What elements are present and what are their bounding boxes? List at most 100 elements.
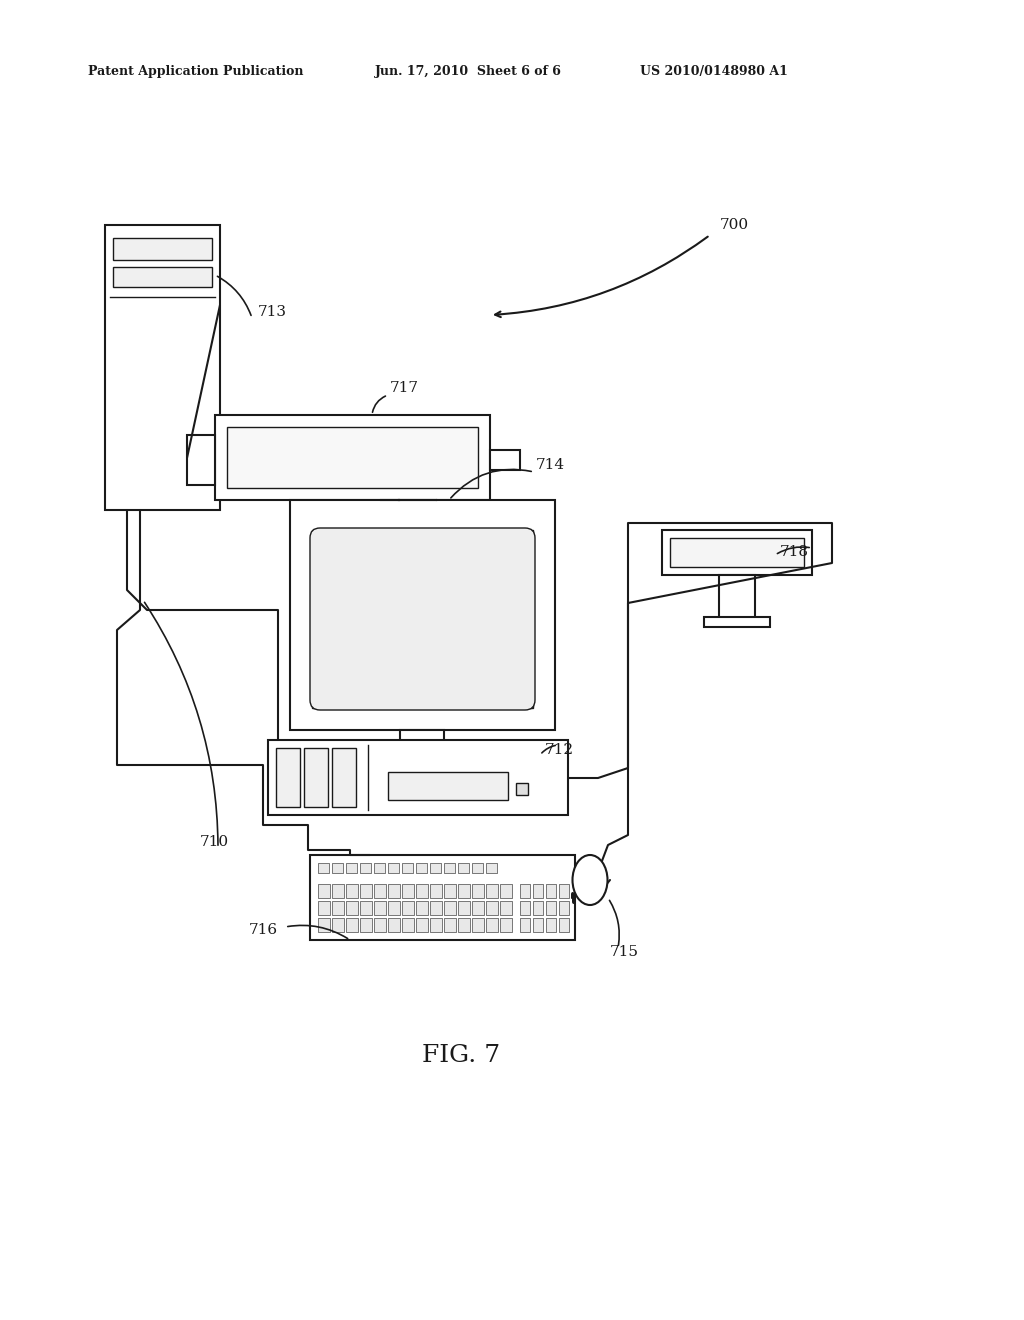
Bar	[520, 884, 530, 898]
Bar	[332, 902, 344, 915]
Text: 700: 700	[720, 218, 750, 232]
Bar	[546, 917, 556, 932]
Bar	[472, 902, 484, 915]
Bar	[430, 863, 441, 873]
Bar	[346, 917, 358, 932]
Bar	[546, 884, 556, 898]
Bar	[374, 902, 386, 915]
Bar	[105, 224, 220, 510]
Bar	[360, 884, 372, 898]
Bar	[318, 917, 330, 932]
Text: Jun. 17, 2010  Sheet 6 of 6: Jun. 17, 2010 Sheet 6 of 6	[375, 66, 562, 78]
Bar	[312, 531, 534, 708]
Ellipse shape	[572, 855, 607, 906]
Bar	[388, 917, 400, 932]
Bar	[559, 917, 569, 932]
Bar	[500, 917, 512, 932]
Bar	[444, 863, 455, 873]
Bar	[500, 902, 512, 915]
Text: 715: 715	[610, 945, 639, 960]
Bar	[472, 884, 484, 898]
Bar	[534, 884, 543, 898]
Bar	[400, 730, 444, 758]
Bar	[472, 917, 484, 932]
Bar	[374, 863, 385, 873]
Bar	[360, 917, 372, 932]
Bar	[332, 917, 344, 932]
Bar	[374, 917, 386, 932]
Bar	[388, 884, 400, 898]
Bar	[360, 902, 372, 915]
Bar	[416, 902, 428, 915]
Text: 712: 712	[545, 743, 574, 756]
Bar	[346, 863, 357, 873]
Bar	[310, 855, 575, 940]
Bar	[276, 748, 300, 807]
Bar	[444, 884, 456, 898]
Bar	[500, 884, 512, 898]
Bar	[416, 917, 428, 932]
Bar	[113, 238, 212, 260]
Bar	[444, 902, 456, 915]
Bar	[458, 884, 470, 898]
Text: US 2010/0148980 A1: US 2010/0148980 A1	[640, 66, 787, 78]
Bar	[486, 884, 498, 898]
Bar	[332, 884, 344, 898]
Bar	[416, 863, 427, 873]
Text: 716: 716	[249, 923, 278, 937]
Bar	[430, 902, 442, 915]
Bar	[430, 884, 442, 898]
Bar	[227, 426, 478, 488]
Bar	[388, 863, 399, 873]
Bar	[458, 863, 469, 873]
Text: 710: 710	[200, 836, 229, 849]
Text: 718: 718	[780, 545, 809, 558]
Bar	[113, 267, 212, 286]
Bar	[705, 616, 770, 627]
Bar	[486, 863, 497, 873]
Bar	[559, 902, 569, 915]
Text: FIG. 7: FIG. 7	[422, 1044, 500, 1067]
Bar	[346, 884, 358, 898]
Bar	[388, 902, 400, 915]
Bar	[318, 884, 330, 898]
Bar	[719, 576, 755, 620]
Bar	[416, 884, 428, 898]
Text: 717: 717	[390, 381, 419, 395]
Bar	[430, 917, 442, 932]
Bar	[520, 917, 530, 932]
Bar	[490, 450, 520, 470]
Bar	[388, 772, 508, 800]
Bar	[486, 902, 498, 915]
Bar	[360, 863, 371, 873]
Bar	[534, 917, 543, 932]
Bar	[444, 917, 456, 932]
Bar	[215, 414, 490, 500]
Text: 714: 714	[536, 458, 565, 473]
Bar	[486, 917, 498, 932]
Bar	[402, 884, 414, 898]
Bar	[670, 539, 804, 568]
Bar	[458, 917, 470, 932]
Bar	[332, 863, 343, 873]
Bar	[458, 902, 470, 915]
Text: Patent Application Publication: Patent Application Publication	[88, 66, 303, 78]
Bar	[304, 748, 328, 807]
Bar	[662, 531, 812, 576]
Bar	[346, 902, 358, 915]
Bar	[187, 436, 215, 484]
FancyBboxPatch shape	[310, 528, 535, 710]
Bar	[534, 902, 543, 915]
Bar	[290, 500, 555, 730]
Bar	[268, 741, 568, 814]
Bar	[402, 902, 414, 915]
Text: 713: 713	[258, 305, 287, 319]
Bar	[520, 902, 530, 915]
Bar	[546, 902, 556, 915]
Bar	[402, 863, 413, 873]
Bar	[374, 884, 386, 898]
Bar	[516, 783, 528, 795]
Bar	[332, 748, 356, 807]
Bar	[318, 863, 329, 873]
Bar	[559, 884, 569, 898]
